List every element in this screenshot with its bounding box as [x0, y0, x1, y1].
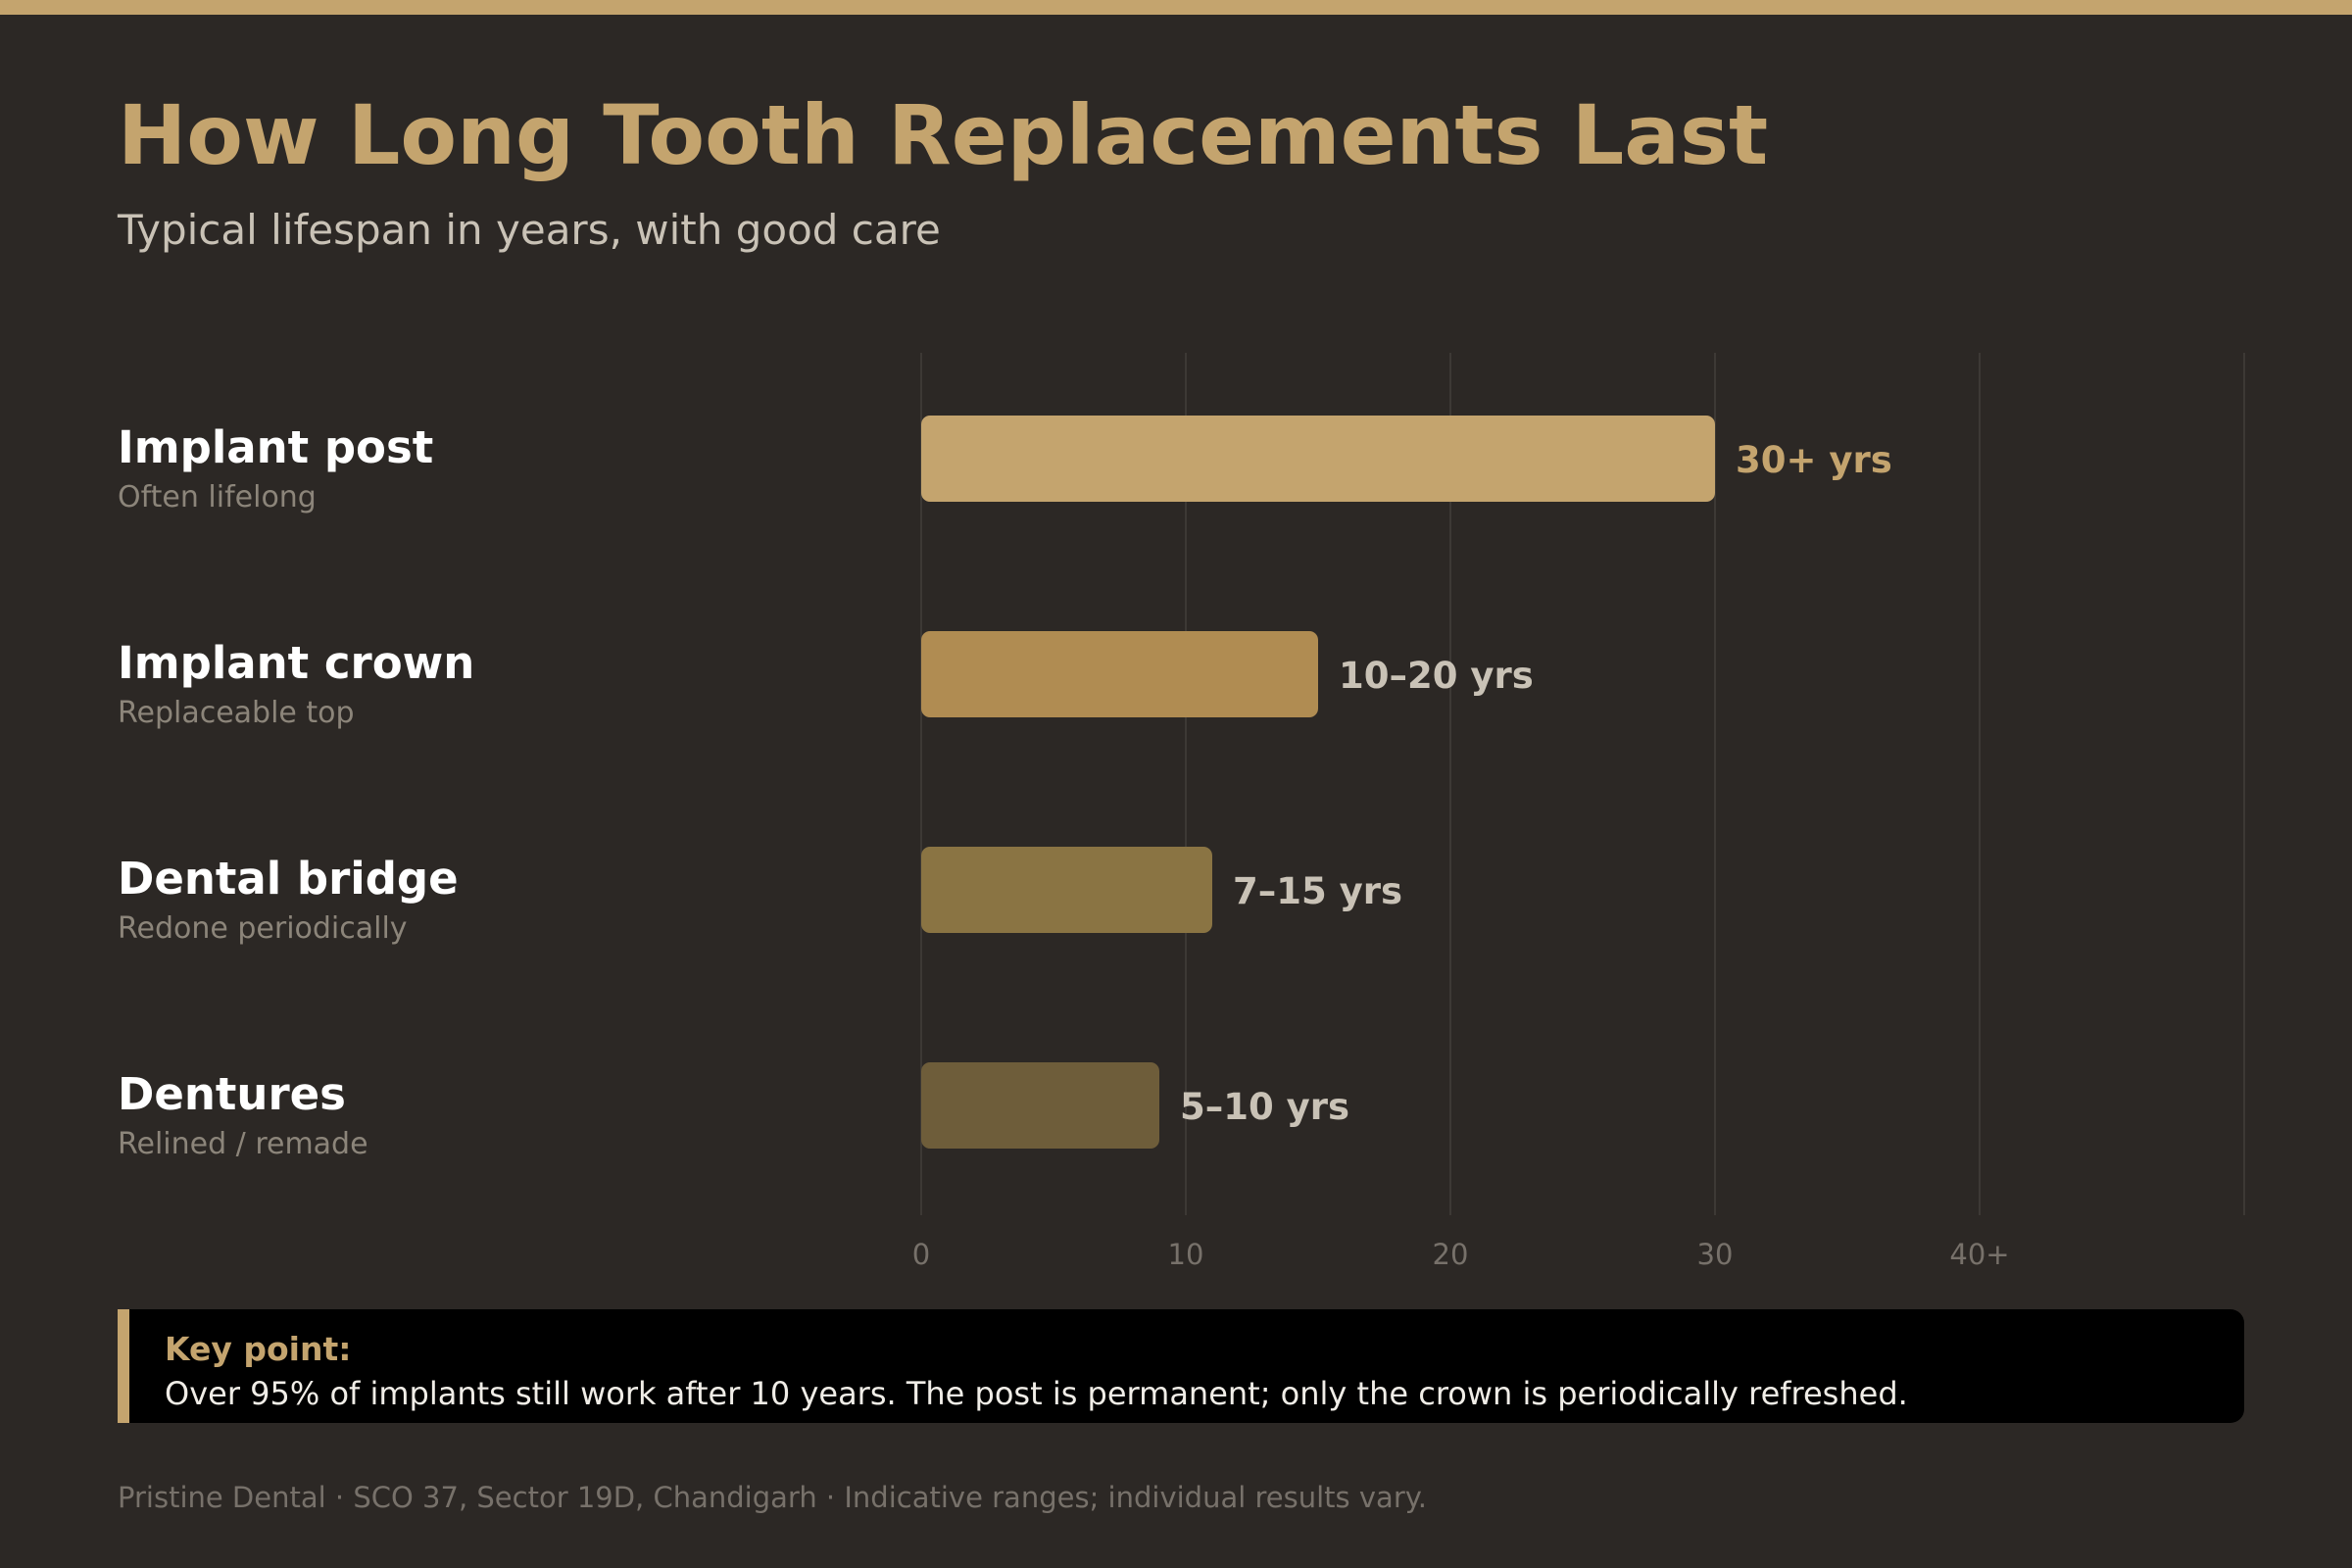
callout-body: Over 95% of implants still work after 10… [165, 1375, 1908, 1412]
bar [921, 1062, 1159, 1149]
callout-accent-bar [118, 1309, 129, 1423]
category-note: Often lifelong [118, 480, 317, 514]
category-name: Implant post [118, 421, 434, 473]
category-note: Relined / remade [118, 1127, 368, 1161]
bar [921, 416, 1715, 502]
bar-value-label: 7–15 yrs [1233, 870, 1402, 912]
category-label: Dentures Relined / remade [118, 1072, 368, 1159]
category-label: Dental bridge Redone periodically [118, 857, 459, 944]
x-tick-label: 20 [1433, 1238, 1469, 1271]
bar [921, 631, 1318, 717]
bar-value-label: 5–10 yrs [1180, 1086, 1349, 1128]
category-label: Implant crown Replaceable top [118, 641, 474, 728]
key-point-callout: Key point: Over 95% of implants still wo… [118, 1309, 2244, 1423]
category-note: Replaceable top [118, 696, 355, 730]
bar [921, 847, 1212, 933]
x-tick-label: 30 [1697, 1238, 1734, 1271]
category-name: Dentures [118, 1068, 346, 1120]
bar-value-label: 10–20 yrs [1339, 655, 1534, 697]
callout-heading: Key point: [165, 1330, 352, 1368]
footer-note: Pristine Dental · SCO 37, Sector 19D, Ch… [118, 1481, 1427, 1514]
category-note: Redone periodically [118, 911, 408, 946]
lifespan-bar-chart: 0 10 20 30 40+ 30+ yrs 10–20 yrs 7–15 yrs 5–10 y… [912, 353, 2245, 1271]
category-name: Implant crown [118, 637, 475, 689]
x-tick-label: 40+ [1949, 1238, 2009, 1271]
page-subtitle: Typical lifespan in years, with good car… [118, 206, 941, 254]
category-name: Dental bridge [118, 853, 459, 905]
category-label: Implant post Often lifelong [118, 425, 433, 513]
page-title: How Long Tooth Replacements Last [118, 87, 1769, 183]
x-tick-label: 0 [912, 1238, 930, 1271]
top-accent-strip [0, 0, 2352, 15]
x-tick-label: 10 [1168, 1238, 1204, 1271]
bar-value-label: 30+ yrs [1736, 439, 1892, 481]
